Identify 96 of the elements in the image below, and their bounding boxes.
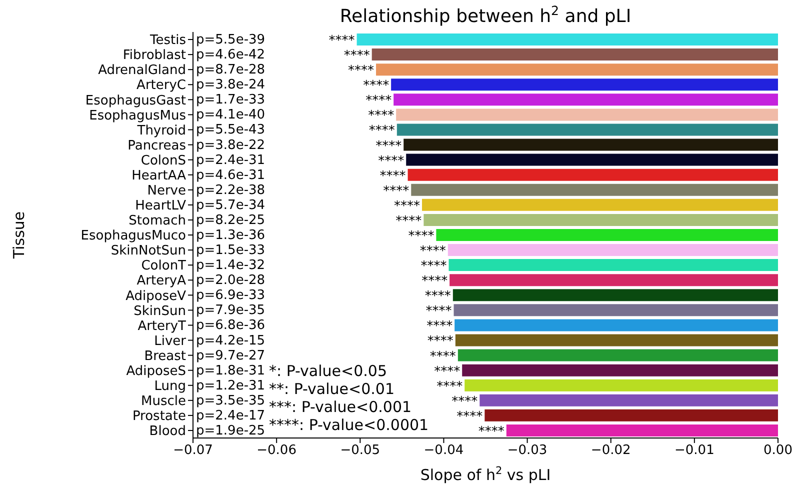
data-label: **** <box>396 214 422 229</box>
annotation: p=4.1e-40 <box>196 107 266 122</box>
annotation: p=6.9e-33 <box>196 288 266 303</box>
annotation: p=1.5e-33 <box>196 242 266 258</box>
y-tick-label: ArteryA <box>136 274 186 289</box>
data-label: **** <box>376 138 402 154</box>
annotation: *: P-value<0.05 <box>269 362 387 380</box>
y-tick-label: HeartAA <box>132 168 186 184</box>
data-label: **** <box>344 48 370 64</box>
annotation: p=1.4e-32 <box>196 258 266 273</box>
data-label: **** <box>408 228 435 244</box>
data-label: **** <box>366 94 392 109</box>
data-label: **** <box>436 379 464 394</box>
data-label: **** <box>426 304 452 320</box>
data-label: **** <box>378 154 405 169</box>
data-label: **** <box>422 274 448 290</box>
data-label: **** <box>348 64 375 79</box>
data-label: **** <box>427 334 454 350</box>
y-tick-label: EsophagusMuco <box>80 228 186 244</box>
data-label: **** <box>456 409 484 424</box>
annotation: **: P-value<0.01 <box>269 380 394 398</box>
annotation: p=5.5e-43 <box>196 122 266 138</box>
annotation: p=4.6e-31 <box>196 167 266 182</box>
annotation: p=8.7e-28 <box>196 62 266 78</box>
annotation: p=3.8e-22 <box>196 137 266 152</box>
y-tick-label: Muscle <box>141 394 186 410</box>
chart-title: Relationship between h$^{2}$ and pLI <box>340 2 632 27</box>
y-tick-label: EsophagusGast <box>85 93 186 108</box>
data-label: **** <box>363 78 390 94</box>
y-tick-label: SkinSun <box>134 304 186 319</box>
y-tick-label: EsophagusMus <box>89 108 186 124</box>
data-label: **** <box>368 108 395 124</box>
data-label: **** <box>430 349 456 364</box>
annotation: ****: P-value<0.0001 <box>269 416 429 434</box>
annotation: p=1.9e-25 <box>196 422 266 438</box>
y-tick-label: Nerve <box>147 184 186 199</box>
annotation: p=8.2e-25 <box>196 212 266 228</box>
annotation: p=2.4e-31 <box>196 152 266 168</box>
data-label: **** <box>420 244 446 260</box>
x-tick-label: −0.05 <box>340 443 380 458</box>
x-tick-label: −0.06 <box>256 443 296 458</box>
data-label: **** <box>434 364 461 380</box>
y-tick-label: Lung <box>154 378 186 394</box>
annotation: p=3.8e-24 <box>196 77 266 92</box>
x-tick-label: 0.00 <box>764 443 792 458</box>
y-tick-label: AdiposeS <box>126 364 186 379</box>
y-tick-label: Prostate <box>132 409 186 424</box>
annotation: ***: P-value<0.001 <box>269 398 412 416</box>
annotation: p=4.2e-15 <box>196 332 266 348</box>
x-tick-label: −0.07 <box>173 443 213 458</box>
y-tick-label: HeartLV <box>135 198 186 214</box>
y-tick-label: Blood <box>149 424 186 440</box>
y-tick-label: Breast <box>144 348 186 364</box>
y-tick-label: ArteryT <box>138 318 186 334</box>
annotation: p=6.8e-36 <box>196 318 266 333</box>
y-tick-label: AdiposeV <box>126 288 186 304</box>
data-label: **** <box>420 259 448 274</box>
annotation: p=2.4e-17 <box>196 408 266 423</box>
annotation: p=9.7e-27 <box>196 348 266 363</box>
y-tick-label: ColonT <box>141 258 186 274</box>
data-label: **** <box>424 289 452 304</box>
annotation: p=2.0e-28 <box>196 272 266 288</box>
x-tick-label: −0.03 <box>507 443 548 458</box>
y-tick-label: SkinNotSun <box>110 244 186 259</box>
y-tick-label: ColonS <box>140 153 186 168</box>
y-tick-label: Fibroblast <box>122 48 186 64</box>
y-tick-label: Stomach <box>128 214 186 229</box>
y-tick-label: Testis <box>149 33 186 48</box>
data-label: **** <box>426 319 454 334</box>
annotation: p=1.8e-31 <box>196 362 266 378</box>
annotation: p=5.5e-39 <box>196 32 266 48</box>
annotation: p=1.2e-31 <box>196 378 266 393</box>
y-tick-label: Liver <box>154 334 187 349</box>
x-axis-title: Slope of h$^{2}$ vs pLI <box>420 465 551 484</box>
x-tick-label: −0.01 <box>674 443 714 458</box>
data-label: **** <box>368 124 396 139</box>
x-tick-label: −0.04 <box>424 443 464 458</box>
annotation: p=5.7e-34 <box>196 197 266 212</box>
data-label: **** <box>380 168 406 184</box>
annotation: p=2.2e-38 <box>196 182 266 198</box>
data-label: **** <box>328 34 356 49</box>
data-label: **** <box>452 394 478 410</box>
annotation: p=4.6e-42 <box>196 47 266 62</box>
y-tick-label: Pancreas <box>128 138 186 154</box>
y-tick-label: AdrenalGland <box>98 63 186 78</box>
annotation: p=7.9e-35 <box>196 302 266 318</box>
annotation: p=1.3e-36 <box>196 228 266 242</box>
y-axis-title: Tissue <box>10 211 28 260</box>
annotation: p=1.7e-33 <box>196 92 266 108</box>
y-tick-label: Thyroid <box>136 123 186 138</box>
data-label: **** <box>478 424 505 440</box>
data-label: **** <box>394 198 420 214</box>
y-tick-label: ArteryC <box>136 78 186 94</box>
data-label: **** <box>383 184 410 199</box>
x-tick-label: −0.02 <box>590 443 631 458</box>
annotation: p=3.5e-35 <box>196 392 266 408</box>
